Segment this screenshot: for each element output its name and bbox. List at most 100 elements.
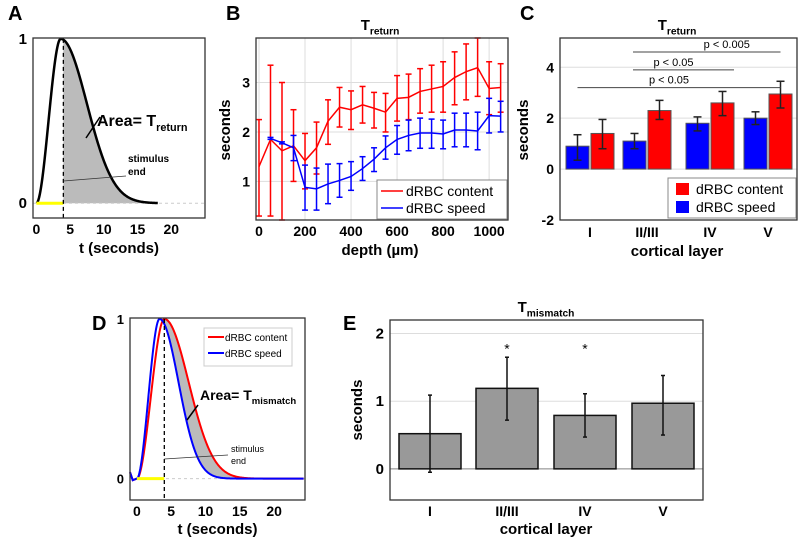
d-legend (203, 327, 293, 367)
d-area-label-main: Area= T (200, 387, 252, 403)
c-xtick-label: I (588, 224, 592, 240)
d-stimulus-label: stimulus (231, 444, 265, 454)
c-xlabel: cortical layer (631, 243, 724, 260)
e-xtick-label: V (658, 503, 668, 519)
c-legend-swatch (676, 183, 689, 195)
c-ytick-label: 2 (546, 110, 554, 126)
b-ytick-label: 2 (242, 124, 250, 140)
c-title-subscript: return (667, 27, 696, 38)
panel-label-b: B (226, 3, 240, 25)
e-significance-marker: * (504, 341, 510, 357)
b-axes-box (255, 37, 509, 221)
b-legend (376, 179, 508, 220)
b-xtick-label: 400 (339, 223, 363, 239)
d-legend-label: dRBC content (225, 333, 287, 344)
e-ylabel: seconds (349, 380, 366, 441)
c-bar-speed (743, 117, 768, 170)
a-response-curve (35, 37, 158, 205)
c-legend (667, 177, 797, 219)
d-xtick-label: 5 (167, 503, 175, 519)
d-ytick-label: 0 (117, 472, 124, 487)
b-ytick-label: 1 (242, 173, 250, 189)
d-legend-label: dRBC speed (225, 349, 282, 360)
b-title-main: T (361, 17, 370, 34)
a-area-label: Area= Treturn (97, 113, 188, 134)
b-legend-label: dRBC content (406, 183, 493, 199)
d-xlabel: t (seconds) (177, 521, 257, 538)
a-xtick-label: 10 (96, 221, 112, 237)
c-significance-label: p < 0.05 (649, 75, 689, 87)
e-significance-marker: * (582, 341, 588, 357)
panel-label-d: D (92, 313, 106, 335)
c-legend-label: dRBC content (696, 181, 783, 197)
c-xtick-label: V (763, 224, 773, 240)
e-axes-box (389, 319, 704, 501)
c-xtick-label: IV (703, 224, 717, 240)
b-series-content-line (258, 66, 501, 167)
b-ytick-label: 3 (242, 75, 250, 91)
a-area-label-main: Area= T (97, 113, 156, 130)
e-title-main: T (518, 299, 527, 316)
d-stimulus-pointer (164, 454, 229, 460)
a-ytick-label: 0 (19, 195, 27, 212)
e-xtick-label: I (428, 503, 432, 519)
d-xtick-label: 20 (266, 503, 282, 519)
a-xtick-label: 15 (130, 221, 146, 237)
a-area-pointer (85, 116, 101, 139)
e-xtick-label: IV (578, 503, 592, 519)
a-axes-box (32, 37, 206, 219)
e-xlabel: cortical layer (500, 521, 593, 538)
c-legend-label: dRBC speed (696, 199, 775, 215)
panel-label-e: E (343, 313, 356, 335)
c-xtick-label: II/III (635, 224, 658, 240)
a-stimulus-label-end: end (128, 167, 146, 178)
b-title: Treturn (361, 17, 400, 38)
d-area-label-subscript: mismatch (252, 396, 297, 407)
c-legend-swatch (676, 201, 689, 213)
b-title-subscript: return (370, 27, 399, 38)
a-xtick-label: 20 (163, 221, 179, 237)
c-axes-box (559, 37, 798, 221)
c-significance-label: p < 0.005 (704, 39, 750, 51)
d-ytick-label: 1 (117, 312, 124, 327)
d-stimulus-label-end: end (231, 456, 246, 466)
d-xtick-label: 15 (232, 503, 248, 519)
a-area-label-subscript: return (156, 122, 187, 134)
a-stimulus-pointer (63, 175, 127, 182)
b-xtick-label: 200 (293, 223, 317, 239)
c-significance-label: p < 0.05 (653, 57, 693, 69)
d-area-pointer (186, 404, 199, 421)
d-xtick-label: 0 (133, 503, 141, 519)
a-xlabel: t (seconds) (79, 240, 159, 257)
panel-label-a: A (8, 3, 22, 25)
e-xtick-label: II/III (495, 503, 518, 519)
b-xtick-label: 600 (385, 223, 409, 239)
c-title: Treturn (658, 17, 697, 38)
a-xtick-label: 0 (32, 221, 40, 237)
b-xtick-label: 800 (431, 223, 455, 239)
d-area-label: Area= Tmismatch (200, 387, 296, 407)
c-ytick-label: -2 (542, 212, 555, 228)
e-title-subscript: mismatch (527, 309, 575, 320)
e-bar (475, 387, 539, 470)
c-ylabel: seconds (515, 100, 532, 161)
d-xtick-label: 10 (198, 503, 214, 519)
d-curve-speed (129, 317, 304, 482)
b-series-speed-line (270, 114, 501, 190)
e-ytick-label: 1 (376, 393, 384, 410)
e-ytick-label: 2 (376, 326, 384, 343)
e-title: Tmismatch (518, 299, 575, 320)
d-axes-box (129, 317, 306, 501)
panel-label-c: C (520, 3, 534, 25)
a-xtick-label: 5 (66, 221, 74, 237)
b-xtick-label: 0 (255, 223, 263, 239)
e-ytick-label: 0 (376, 461, 384, 478)
a-ytick-label: 1 (19, 31, 27, 48)
a-area-fill (63, 39, 158, 204)
b-xtick-label: 1000 (474, 223, 505, 239)
a-stimulus-label: stimulus (128, 154, 170, 165)
c-ytick-label: 0 (546, 161, 554, 177)
b-xlabel: depth (µm) (342, 242, 419, 259)
b-legend-label: dRBC speed (406, 200, 485, 216)
